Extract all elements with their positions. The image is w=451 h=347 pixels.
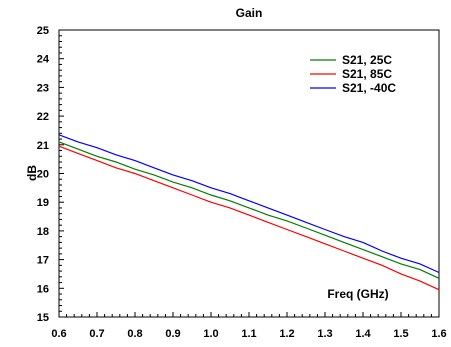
x-tick-label: 1.0 (203, 328, 218, 340)
y-axis-label: dB (25, 165, 39, 181)
chart-title: Gain (236, 6, 263, 20)
x-tick-label: 1.2 (279, 328, 294, 340)
y-tick-label: 15 (37, 312, 49, 324)
x-axis-ticks: 0.6 0.7 0.8 0.9 1.0 1.1 1.2 1.3 1.4 1.5 1.6 (51, 312, 447, 340)
x-tick-label: 1.1 (241, 328, 256, 340)
legend-label-0: S21, 25C (342, 53, 392, 67)
y-tick-label: 18 (37, 226, 49, 238)
y-tick-label: 24 (37, 54, 50, 66)
y-tick-label: 17 (37, 255, 49, 267)
x-tick-label: 1.5 (393, 328, 408, 340)
legend-label-2: S21, -40C (342, 81, 396, 95)
x-axis-label: Freq (GHz) (327, 287, 388, 301)
series-line-2 (58, 134, 440, 274)
x-tick-label: 1.3 (317, 328, 332, 340)
plot-area-frame (58, 29, 440, 318)
y-tick-label: 23 (37, 82, 49, 94)
y-tick-label: 22 (37, 111, 49, 123)
x-tick-label: 1.6 (431, 328, 446, 340)
y-tick-label: 21 (37, 140, 49, 152)
x-tick-label: 0.9 (165, 328, 180, 340)
series-layer (58, 134, 440, 291)
y-tick-label: 16 (37, 283, 49, 295)
legend-label-1: S21, 85C (342, 67, 392, 81)
y-tick-label: 25 (37, 25, 49, 37)
y-tick-label: 20 (37, 169, 49, 181)
y-axis-ticks: 15 16 17 18 19 20 21 22 23 24 25 (37, 25, 64, 324)
x-tick-label: 0.7 (89, 328, 104, 340)
y-tick-label: 19 (37, 197, 49, 209)
series-line-0 (58, 141, 440, 279)
x-tick-label: 0.6 (51, 328, 66, 340)
x-tick-label: 0.8 (127, 328, 142, 340)
x-tick-label: 1.4 (355, 328, 371, 340)
series-line-1 (58, 145, 440, 291)
